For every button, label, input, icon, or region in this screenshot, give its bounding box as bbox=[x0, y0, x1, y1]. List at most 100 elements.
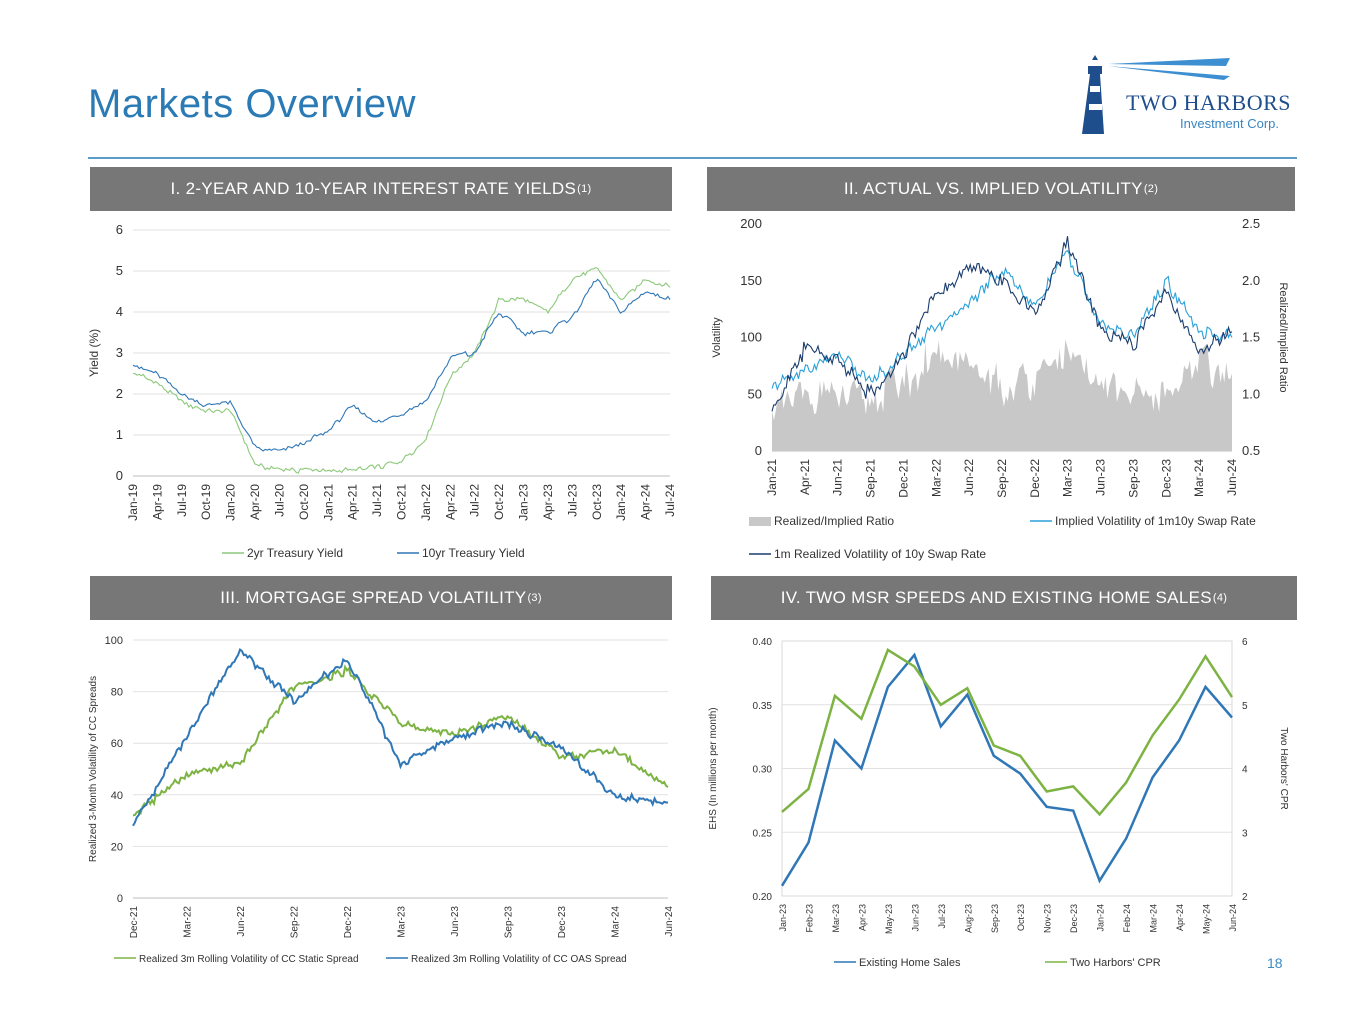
panel-header-3: III. MORTGAGE SPREAD VOLATILITY (3) bbox=[90, 576, 672, 620]
c1-ytick-label: 3 bbox=[116, 345, 123, 360]
c2-ytick-label: 150 bbox=[740, 273, 762, 288]
c2-xtick-label: Jun-24 bbox=[1225, 459, 1239, 496]
c1-xtick-label: Jul-24 bbox=[663, 484, 677, 517]
c4-xtick-label: Apr-23 bbox=[857, 904, 867, 931]
panel-header-2: II. ACTUAL VS. IMPLIED VOLATILITY (2) bbox=[707, 167, 1295, 211]
c3-xtick-label: Sep-22 bbox=[290, 906, 301, 939]
c3-xtick-label: Mar-24 bbox=[611, 906, 622, 938]
c2-ytick-label: 0 bbox=[755, 443, 762, 458]
c1-legend-10yr-label: 10yr Treasury Yield bbox=[422, 546, 525, 560]
c1-xtick-label: Apr-22 bbox=[443, 484, 457, 520]
c2-legend-ratio-label: Realized/Implied Ratio bbox=[774, 514, 894, 528]
c4-series-cpr-line bbox=[781, 648, 1234, 817]
c4-y2tick-label: 3 bbox=[1242, 828, 1248, 839]
c2-xtick-label: Jun-22 bbox=[962, 459, 976, 496]
c2-y2tick-label: 1.5 bbox=[1242, 330, 1260, 345]
c1-ytick-label: 6 bbox=[116, 222, 123, 237]
c4-xtick-label: Mar-24 bbox=[1149, 904, 1159, 933]
c1-xtick-label: Apr-19 bbox=[150, 484, 164, 520]
c2-xtick-label: Mar-23 bbox=[1061, 459, 1075, 497]
c4-y2tick-label: 4 bbox=[1242, 765, 1248, 776]
c3-xtick-label: Mar-23 bbox=[397, 906, 408, 938]
c1-xtick-label: Jul-23 bbox=[565, 484, 579, 517]
panel-header-4: IV. TWO MSR SPEEDS AND EXISTING HOME SAL… bbox=[711, 576, 1297, 620]
c1-xtick-label: Jul-21 bbox=[370, 484, 384, 517]
c4-xtick-label: Feb-23 bbox=[804, 904, 814, 933]
c4-xtick-label: Sep-23 bbox=[990, 904, 1000, 933]
c3-legend-oas-label: Realized 3m Rolling Volatility of CC OAS… bbox=[411, 954, 627, 965]
c1-xtick-label: Oct-23 bbox=[590, 484, 604, 520]
c4-y2tick-label: 5 bbox=[1242, 701, 1248, 712]
c2-ytick-label: 50 bbox=[748, 386, 762, 401]
c3-ytick-label: 40 bbox=[111, 790, 123, 802]
panel-note-2: (2) bbox=[1143, 183, 1159, 195]
c1-xtick-label: Oct-20 bbox=[297, 484, 311, 520]
c1-xtick-label: Jan-19 bbox=[126, 484, 140, 521]
c4-ytick-label: 0.40 bbox=[753, 637, 773, 648]
c3-xtick-label: Sep-23 bbox=[504, 906, 515, 939]
c1-ytick-label: 0 bbox=[116, 468, 123, 483]
c2-xtick-label: Mar-24 bbox=[1192, 459, 1206, 497]
c4-xtick-label: Feb-24 bbox=[1122, 904, 1132, 933]
c4-xtick-label: Nov-23 bbox=[1043, 904, 1053, 933]
c4-xtick-label: Dec-23 bbox=[1069, 904, 1079, 933]
c2-xtick-label: Dec-21 bbox=[896, 459, 910, 498]
c3-ytick-label: 80 bbox=[111, 687, 123, 699]
title-divider bbox=[88, 157, 1297, 159]
c4-xtick-label: Oct-23 bbox=[1016, 904, 1026, 931]
c4-plot-frame bbox=[781, 640, 1233, 897]
c2-y2-axis-label: Realized/Implied Ratio bbox=[1277, 282, 1289, 392]
panel-note-3: (3) bbox=[527, 592, 542, 604]
panel-note-4: (4) bbox=[1212, 592, 1228, 604]
panel-title-2: II. ACTUAL VS. IMPLIED VOLATILITY bbox=[843, 179, 1143, 198]
c1-xtick-label: Apr-20 bbox=[248, 484, 262, 520]
panel-title-4: IV. TWO MSR SPEEDS AND EXISTING HOME SAL… bbox=[780, 588, 1212, 607]
c4-ytick-label: 0.35 bbox=[753, 701, 773, 712]
c4-xtick-label: Jan-24 bbox=[1096, 904, 1106, 932]
c4-y2tick-label: 2 bbox=[1242, 892, 1248, 903]
c2-y-axis-label: Volatility bbox=[711, 317, 723, 358]
c2-series-realized-line bbox=[771, 236, 1233, 412]
c1-series-10yr-line bbox=[132, 278, 671, 452]
page-title: Markets Overview bbox=[88, 82, 417, 126]
c2-legend-realized-label: 1m Realized Volatility of 10y Swap Rate bbox=[774, 547, 986, 561]
c2-legend-ratio-swatch bbox=[749, 517, 771, 526]
logo-subtitle: Investment Corp. bbox=[1180, 116, 1279, 131]
c1-xtick-label: Jan-24 bbox=[614, 484, 628, 521]
lighthouse-logo-icon bbox=[1082, 55, 1230, 134]
c2-y2tick-label: 2.0 bbox=[1242, 273, 1260, 288]
c2-y2tick-label: 1.0 bbox=[1242, 386, 1260, 401]
page-number: 18 bbox=[1267, 955, 1283, 971]
c2-ytick-label: 100 bbox=[740, 330, 762, 345]
c2-xtick-label: Jun-23 bbox=[1094, 459, 1108, 496]
c2-xtick-label: Sep-22 bbox=[995, 459, 1009, 498]
c2-xtick-label: Jun-21 bbox=[831, 459, 845, 496]
c3-y-axis-label: Realized 3-Month Volatility of CC Spread… bbox=[88, 676, 99, 862]
c2-ytick-label: 200 bbox=[740, 216, 762, 231]
c4-y2-axis-label: Two Harbors' CPR bbox=[1278, 727, 1289, 810]
c4-ytick-label: 0.30 bbox=[753, 765, 773, 776]
c4-legend-ehs-label: Existing Home Sales bbox=[859, 957, 961, 969]
c3-xtick-label: Jun-22 bbox=[236, 906, 247, 937]
c1-y-axis-label: Yield (%) bbox=[87, 329, 101, 377]
c4-xtick-label: Aug-23 bbox=[963, 904, 973, 933]
c2-y2tick-label: 2.5 bbox=[1242, 216, 1260, 231]
c4-series-ehs-line bbox=[780, 652, 1233, 887]
c4-y2tick-label: 6 bbox=[1242, 637, 1248, 648]
c1-xtick-label: Apr-23 bbox=[541, 484, 555, 520]
c4-ytick-label: 0.25 bbox=[753, 828, 773, 839]
c3-legend-static-label: Realized 3m Rolling Volatility of CC Sta… bbox=[139, 954, 359, 965]
c4-xtick-label: Mar-23 bbox=[831, 904, 841, 933]
c1-ytick-label: 5 bbox=[116, 263, 123, 278]
c2-xtick-label: Jan-21 bbox=[765, 459, 779, 496]
c4-xtick-label: May-24 bbox=[1202, 904, 1212, 934]
c1-xtick-label: Apr-21 bbox=[346, 484, 360, 520]
c3-series-oas-line bbox=[132, 647, 668, 827]
c3-xtick-label: Jun-23 bbox=[450, 906, 461, 937]
c2-xtick-label: Dec-23 bbox=[1159, 459, 1173, 498]
c4-y-axis-label: EHS (In millions per month) bbox=[708, 707, 719, 829]
c2-xtick-label: Sep-23 bbox=[1126, 459, 1140, 498]
c1-ytick-label: 1 bbox=[116, 427, 123, 442]
c2-xtick-label: Sep-21 bbox=[864, 459, 878, 498]
